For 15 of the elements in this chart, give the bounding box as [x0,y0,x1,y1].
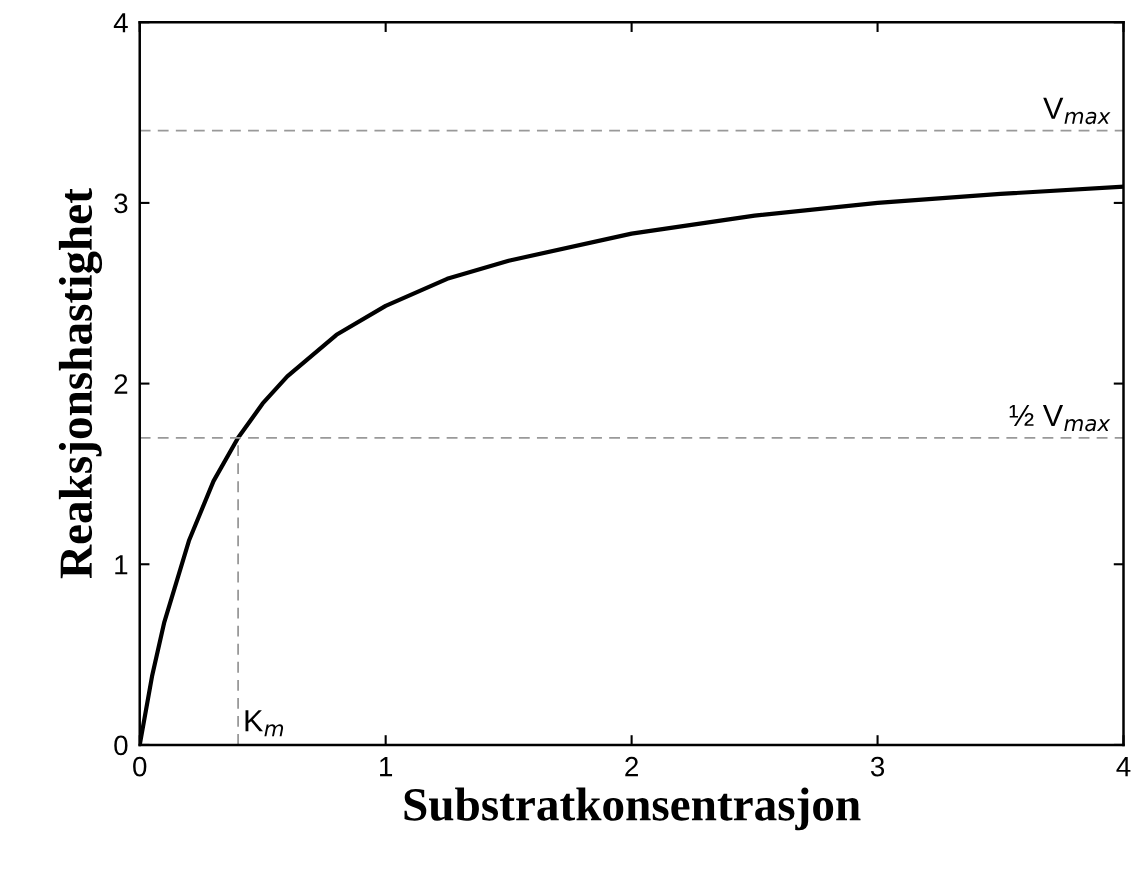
x-tick-label: 2 [625,756,638,777]
x-tick-label: 3 [870,756,885,777]
annotation: K$_{m}$ [245,710,284,737]
y-tick-label: 4 [113,13,128,33]
x-tick-label: 1 [380,757,393,777]
y-tick-label: 3 [114,193,128,214]
y-tick-label: 0 [114,735,128,756]
y-tick-label: 1 [115,555,128,575]
y-axis-title: Reaksjonshastighet [58,188,103,579]
ref-line-label: V$_{max}$ [1043,97,1111,125]
ref-line-label: ½ V$_{max}$ [1009,404,1111,432]
y-tick-label: 2 [114,374,128,394]
x-tick-label: 0 [133,756,147,777]
x-tick-label: 4 [1116,757,1131,777]
x-axis-title: Substratkonsentrasjon [404,787,861,831]
